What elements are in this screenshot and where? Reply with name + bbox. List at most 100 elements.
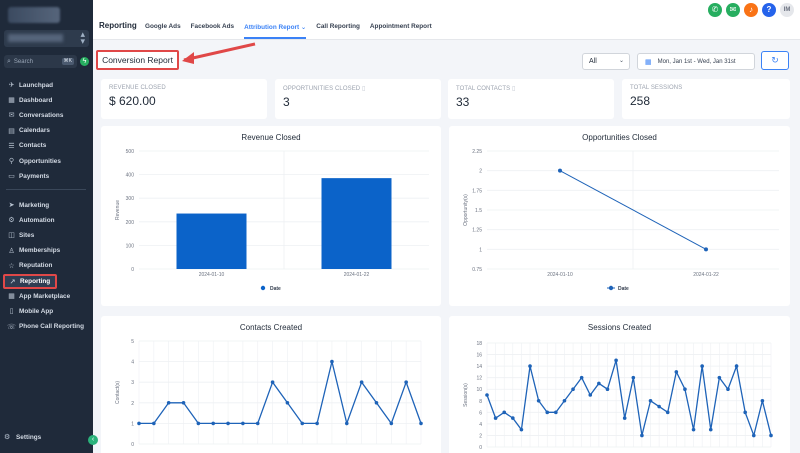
tab-attribution-report[interactable]: Attribution Report ⌄	[244, 23, 307, 39]
data-point	[166, 401, 171, 405]
y-tick-label: 0.75	[472, 267, 482, 273]
sidebar-item-reputation[interactable]: ☆ Reputation	[4, 259, 89, 273]
mobile-icon: ▯	[9, 308, 14, 316]
sidebar-item-opportunities[interactable]: ⚲ Opportunities	[4, 154, 89, 168]
data-point	[137, 421, 141, 426]
data-point	[597, 381, 601, 386]
sidebar-item-conversations[interactable]: ✉ Conversations	[4, 108, 89, 122]
sidebar-item-app-marketplace[interactable]: ▦ App Marketplace	[4, 289, 89, 303]
data-point	[536, 398, 541, 403]
stat-value: $ 620.00	[109, 94, 156, 108]
data-point	[270, 380, 275, 384]
sidebar-item-marketing[interactable]: ➤ Marketing	[4, 198, 89, 212]
sidebar-item-settings[interactable]: ⚙ Settings	[4, 433, 42, 442]
document-icon: ▯	[362, 86, 366, 92]
data-point	[554, 410, 558, 415]
phone-icon[interactable]: ✆	[708, 3, 722, 17]
data-point	[485, 393, 489, 397]
y-tick-label: 18	[476, 341, 482, 347]
sidebar-item-phone-call-reporting[interactable]: ☏ Phone Call Reporting	[4, 320, 89, 334]
chevron-down-icon: ⌄	[299, 24, 307, 31]
tab-call-reporting[interactable]: Call Reporting	[316, 23, 360, 39]
stat-value: 33	[456, 95, 470, 109]
refresh-button[interactable]: ↻	[761, 51, 789, 70]
conversion-report-button[interactable]: Conversion Report	[96, 50, 179, 70]
data-point	[665, 410, 670, 415]
data-point	[315, 421, 319, 426]
sidebar-item-label: Phone Call Reporting	[19, 323, 84, 331]
star-icon: ☆	[8, 262, 15, 270]
tab-label: Call Reporting	[316, 23, 360, 30]
sidebar-item-label: Dashboard	[19, 96, 53, 104]
data-point	[700, 364, 704, 368]
y-tick-label: 3	[131, 380, 134, 386]
sidebar-item-label: Opportunities	[19, 157, 61, 165]
sidebar-item-dashboard[interactable]: ▦ Dashboard	[4, 93, 89, 107]
stat-label: TOTAL SESSIONS	[630, 85, 683, 91]
stat-label: REVENUE CLOSED	[109, 85, 166, 91]
contacts-icon: ☰	[8, 142, 15, 150]
sidebar-item-reporting[interactable]: ↗ Reporting	[3, 274, 57, 289]
annotation-arrow	[182, 42, 256, 64]
y-tick-label: 200	[126, 220, 135, 226]
data-point	[196, 421, 201, 426]
sidebar-item-payments[interactable]: ▭ Payments	[4, 169, 89, 183]
help-icon[interactable]: ?	[762, 3, 776, 17]
account-switcher[interactable]: ▴ ▾	[4, 30, 89, 47]
legend-marker	[608, 285, 614, 291]
sidebar-item-label: Reputation	[19, 262, 53, 270]
data-point	[255, 421, 260, 426]
stat-label: OPPORTUNITIES CLOSED	[283, 86, 361, 92]
date-range-picker[interactable]: ▦ Mon, Jan 1st - Wed, Jan 31st	[637, 53, 755, 70]
source-select[interactable]: All ⌄	[582, 53, 630, 70]
data-point	[374, 401, 379, 405]
y-tick-label: 12	[476, 376, 482, 382]
tab-google-ads[interactable]: Google Ads	[145, 23, 181, 39]
avatar[interactable]: IM	[780, 3, 794, 17]
y-tick-label: 1.25	[472, 228, 482, 234]
search-input[interactable]: ⌕ Search ⌘K	[4, 55, 77, 68]
sidebar: ▴ ▾ ⌕ Search ⌘K ϟ ✈ Launchpad ▦ Dashboard ✉ Co…	[0, 0, 98, 453]
y-tick-label: 2	[479, 433, 482, 439]
sidebar-item-calendars[interactable]: ▤ Calendars	[4, 124, 89, 138]
chart-title: Opportunities Closed	[582, 133, 657, 142]
chart-contacts-created: Contacts Created 0 1 2 3 4 5 Contact(s)	[101, 316, 441, 453]
memberships-icon: ♙	[8, 247, 15, 255]
tab-appointment-report[interactable]: Appointment Report	[370, 23, 432, 39]
y-tick-label: 1	[131, 421, 134, 427]
data-point	[726, 387, 730, 392]
tab-facebook-ads[interactable]: Facebook Ads	[191, 23, 234, 39]
legend-marker	[260, 285, 266, 291]
lightning-icon[interactable]: ϟ	[80, 57, 89, 66]
company-logo[interactable]	[8, 7, 60, 23]
series-line	[139, 361, 422, 426]
sidebar-item-launchpad[interactable]: ✈ Launchpad	[4, 78, 89, 92]
megaphone-icon[interactable]: ✉	[726, 3, 740, 17]
sidebar-search: ⌕ Search ⌘K ϟ	[4, 55, 89, 68]
payments-icon: ▭	[8, 173, 15, 181]
settings-label: Settings	[16, 433, 42, 441]
y-tick-label: 2	[131, 401, 134, 407]
sidebar-item-automation[interactable]: ⚙ Automation	[4, 213, 89, 227]
x-tick-label: 2024-01-10	[547, 272, 573, 278]
y-tick-label: 8	[479, 399, 482, 405]
bell-icon[interactable]: ♪	[744, 3, 758, 17]
sidebar-item-sites[interactable]: ◫ Sites	[4, 228, 89, 242]
data-point	[588, 393, 593, 397]
collapse-sidebar-icon[interactable]: ‹	[88, 435, 98, 445]
source-select-value: All	[589, 58, 597, 65]
x-tick-label: 2024-01-22	[344, 272, 370, 278]
sidebar-item-contacts[interactable]: ☰ Contacts	[4, 139, 89, 153]
data-point	[760, 398, 765, 403]
data-point	[734, 364, 739, 368]
sites-icon: ◫	[8, 232, 15, 240]
sidebar-item-mobile-app[interactable]: ▯ Mobile App	[4, 304, 89, 318]
y-tick-label: 0	[131, 442, 134, 448]
revenue-chart-svg: 0 100 200 300 400 500 Revenue 2024-01-10 2024-01…	[115, 149, 429, 292]
data-point	[691, 427, 696, 432]
y-tick-label: 1	[479, 247, 482, 253]
sidebar-item-memberships[interactable]: ♙ Memberships	[4, 244, 89, 258]
data-point	[571, 387, 575, 392]
series-line	[486, 360, 772, 438]
calendar-icon: ▤	[8, 127, 15, 135]
